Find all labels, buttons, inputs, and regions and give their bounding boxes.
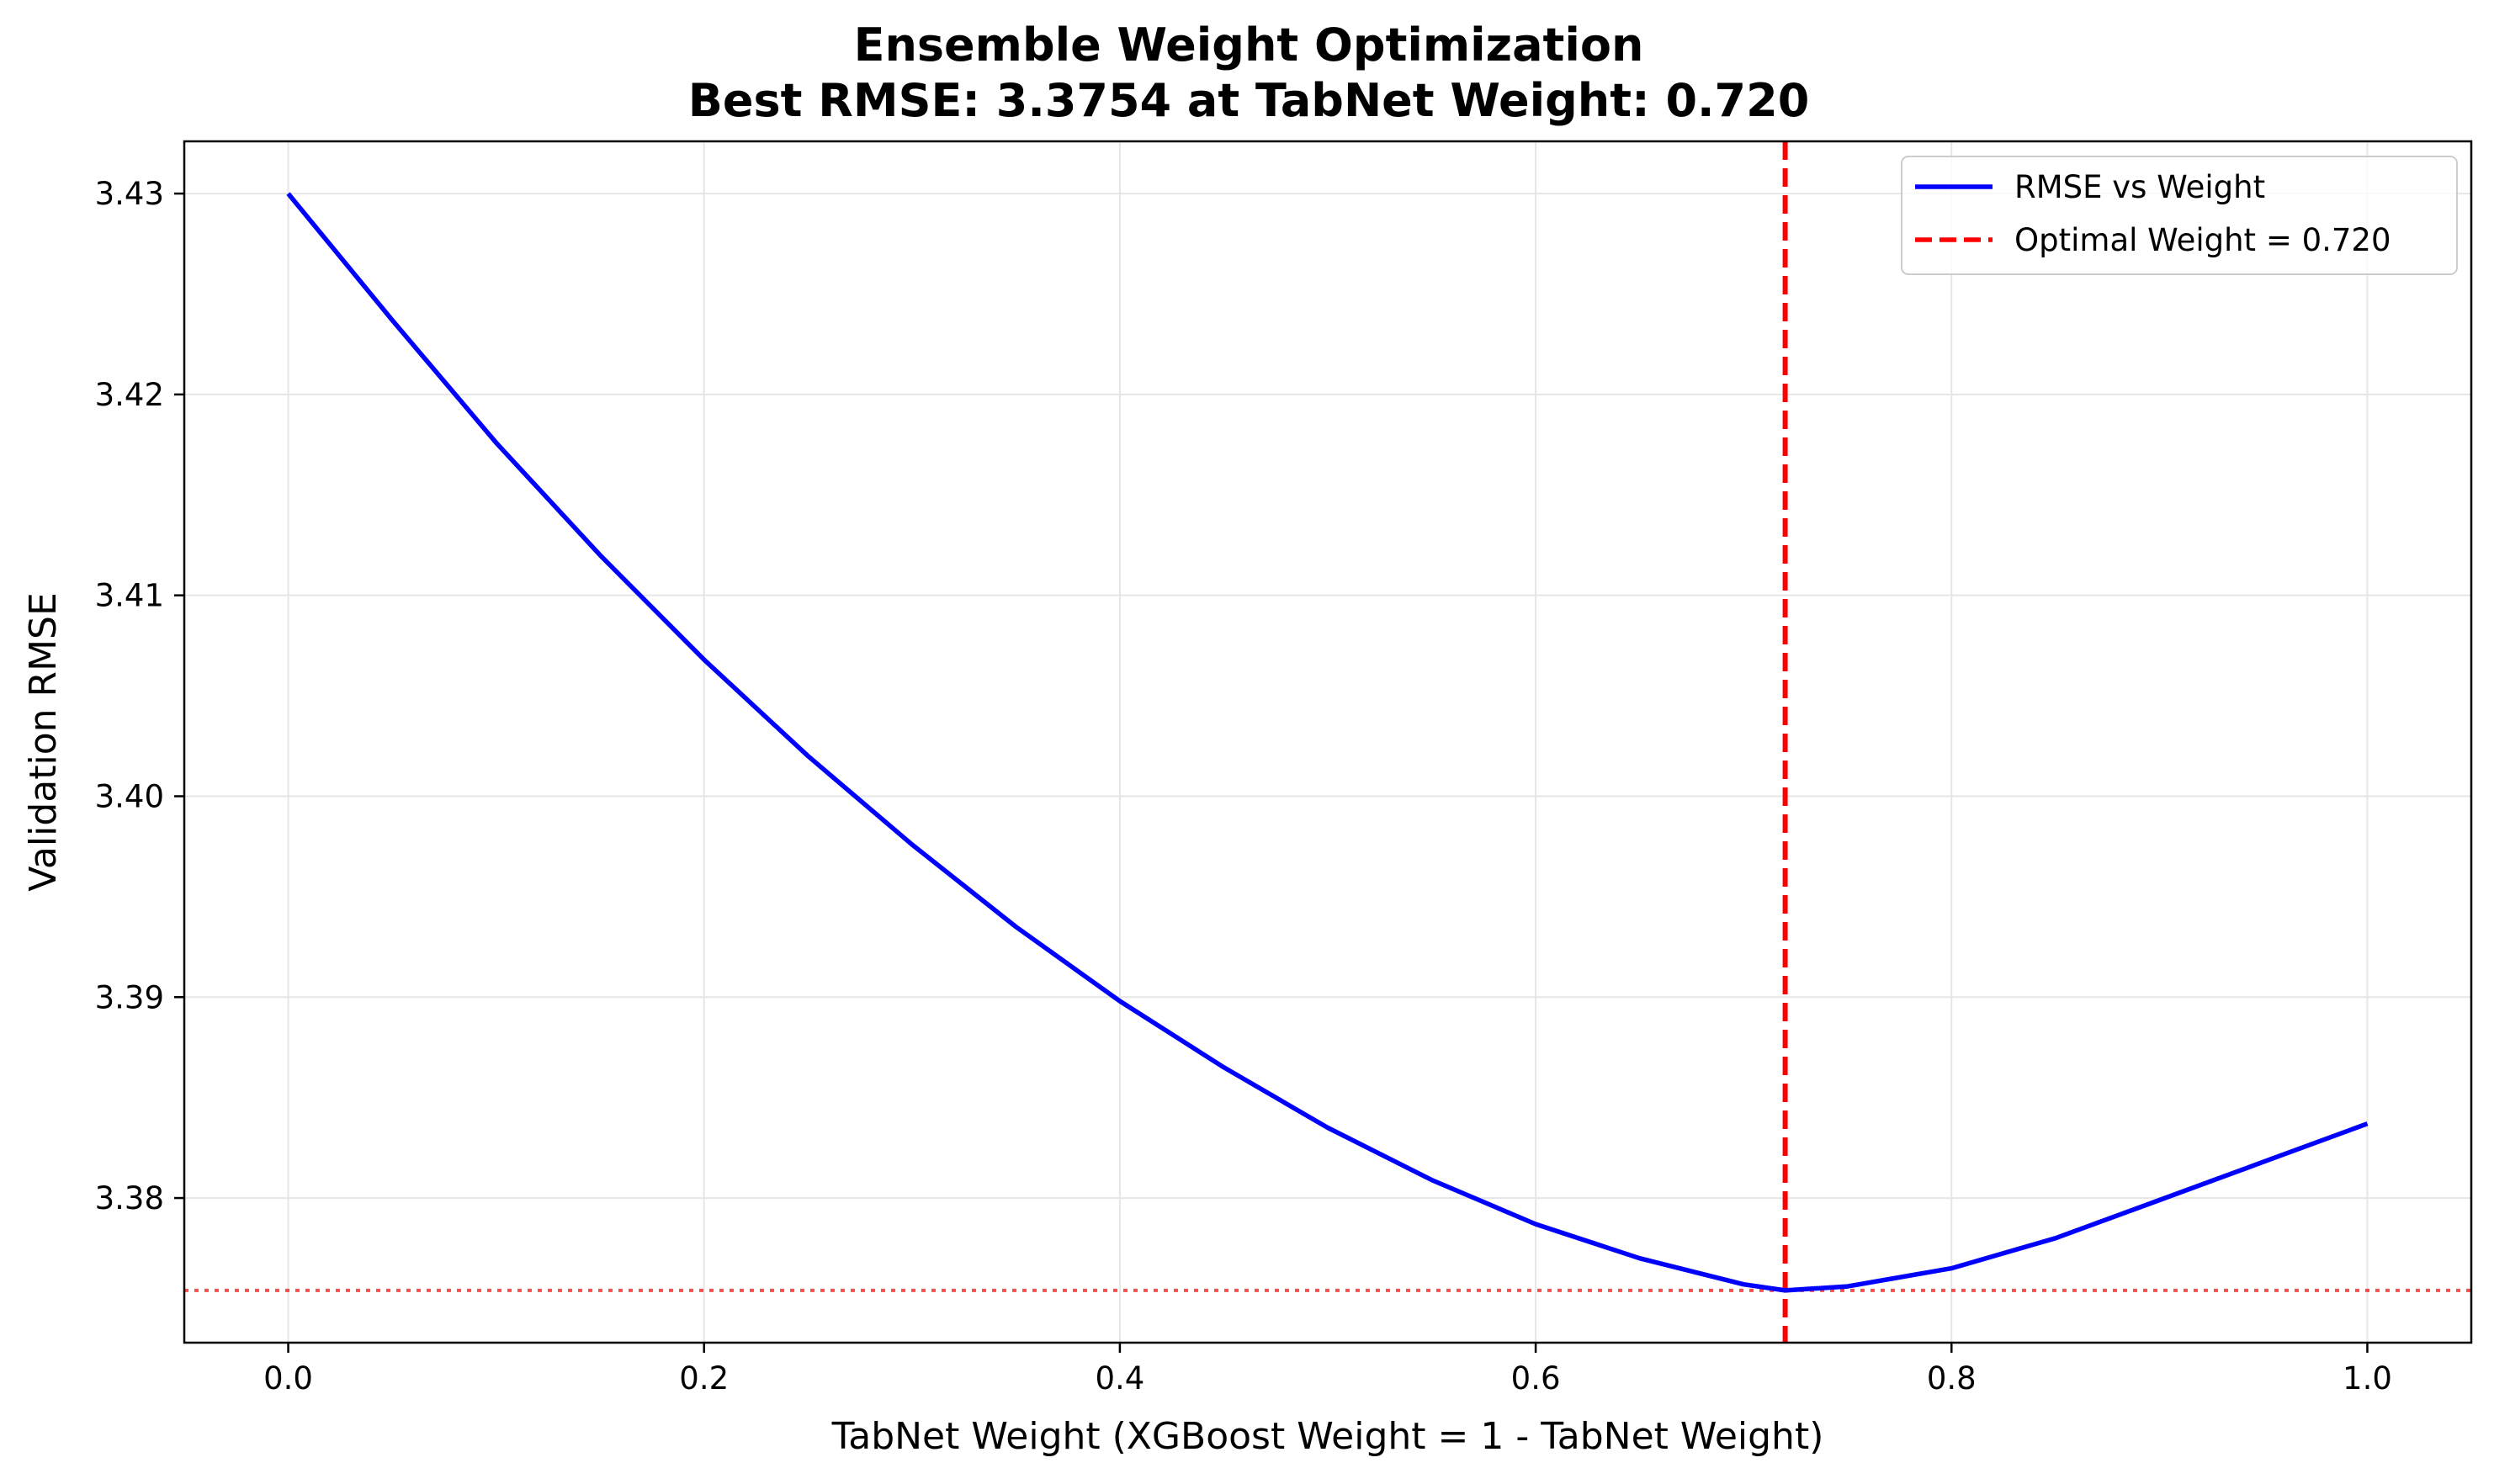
- y-tick-label: 3.41: [95, 578, 164, 614]
- x-tick-label: 0.4: [1095, 1360, 1144, 1397]
- y-tick-label: 3.39: [95, 979, 164, 1015]
- x-tick-label: 0.0: [263, 1360, 313, 1397]
- y-tick-label: 3.42: [95, 377, 164, 413]
- rmse-series-line: [286, 192, 2369, 1293]
- y-tick-label: 3.40: [95, 778, 164, 814]
- x-tick-label: 1.0: [2343, 1360, 2392, 1397]
- x-axis-ticks: 0.0 0.2 0.4 0.6 0.8 1.0: [263, 1343, 2392, 1397]
- legend-label-rmse: RMSE vs Weight: [2014, 169, 2265, 205]
- reference-lines-layer: [184, 141, 2471, 1343]
- legend-box: [1901, 156, 2458, 275]
- x-axis-label: TabNet Weight (XGBoost Weight = 1 - TabN…: [831, 1415, 1824, 1458]
- chart-subtitle: Best RMSE: 3.3754 at TabNet Weight: 0.72…: [688, 74, 1810, 127]
- x-tick-label: 0.6: [1511, 1360, 1561, 1397]
- y-axis-ticks: 3.38 3.39 3.40 3.41 3.42 3.43: [95, 176, 184, 1216]
- x-tick-label: 0.8: [1927, 1360, 1977, 1397]
- x-tick-label: 0.2: [679, 1360, 729, 1397]
- legend-label-optimal: Optimal Weight = 0.720: [2014, 222, 2391, 258]
- y-tick-label: 3.43: [95, 176, 164, 212]
- series-layer: [286, 192, 2369, 1293]
- legend: RMSE vs Weight Optimal Weight = 0.720: [1901, 156, 2458, 275]
- y-tick-label: 3.38: [95, 1180, 164, 1216]
- chart-title: Ensemble Weight Optimization: [854, 19, 1644, 72]
- plot-area-frame: [183, 140, 2473, 1344]
- y-axis-label: Validation RMSE: [22, 592, 65, 892]
- grid-layer: [184, 141, 2471, 1343]
